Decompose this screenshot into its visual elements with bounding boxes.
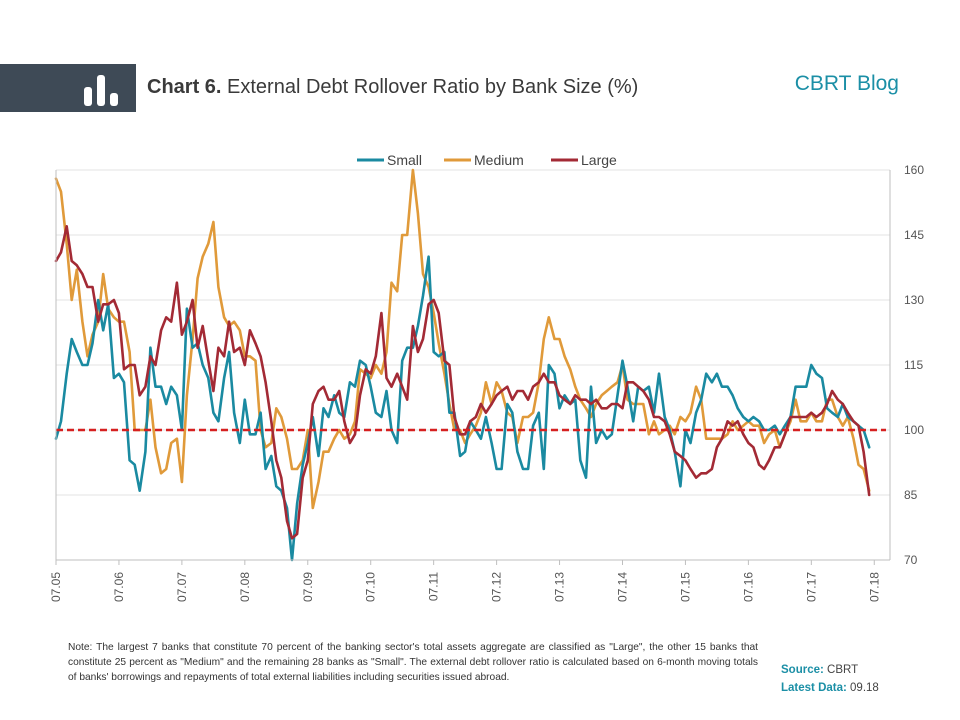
footnote: Note: The largest 7 banks that constitut… <box>68 642 758 683</box>
x-tick-label: 07.18 <box>867 572 881 602</box>
bar-chart-icon <box>84 75 118 106</box>
chart-number: Chart 6. <box>147 76 222 98</box>
x-tick-label: 07.06 <box>112 572 126 602</box>
series-line-small <box>54 255 871 562</box>
legend: Small Medium Large <box>357 152 617 168</box>
y-tick-label: 70 <box>904 553 918 567</box>
latest-data-value: 09.18 <box>850 682 879 694</box>
x-tick-label: 07.09 <box>301 572 315 602</box>
x-tick-label: 07.13 <box>553 572 567 602</box>
latest-data-label: Latest Data: <box>781 682 847 694</box>
axes: 70 85 100 115 130 145 160 07.05 07.06 07.07 07.08 0… <box>49 163 924 602</box>
chart-title: Chart 6. External Debt Rollover Ratio by… <box>147 76 638 99</box>
source-value: CBRT <box>827 664 859 676</box>
y-tick-label: 160 <box>904 163 924 177</box>
chart-title-text: External Debt Rollover Ratio by Bank Siz… <box>227 76 639 98</box>
x-tick-label: 07.17 <box>804 572 818 602</box>
series-layer <box>54 168 886 562</box>
x-tick-label: 07.12 <box>490 572 504 602</box>
y-tick-label: 145 <box>904 228 924 242</box>
x-tick-label: 07.15 <box>678 572 692 602</box>
latest-data-line: Latest Data: 09.18 <box>781 679 879 697</box>
y-tick-label: 85 <box>904 488 918 502</box>
series-line-medium <box>54 168 871 510</box>
source-label: Source: <box>781 664 824 676</box>
x-tick-label: 07.16 <box>741 572 755 602</box>
line-chart: 70 85 100 115 130 145 160 07.05 07.06 07.07 07.08 0… <box>49 152 924 602</box>
x-tick-label: 07.07 <box>175 572 189 602</box>
x-tick-label: 07.05 <box>49 572 63 602</box>
legend-label-small: Small <box>387 152 422 168</box>
x-tick-label: 07.11 <box>427 572 441 601</box>
y-tick-label: 100 <box>904 423 924 437</box>
source-line: Source: CBRT <box>781 661 879 679</box>
series-line-large <box>54 225 871 540</box>
y-tick-label: 130 <box>904 293 924 307</box>
brand-logo: CBRT Blog <box>794 72 899 95</box>
x-tick-label: 07.14 <box>615 572 629 602</box>
legend-label-large: Large <box>581 152 617 168</box>
y-tick-label: 115 <box>904 358 923 372</box>
legend-label-medium: Medium <box>474 152 524 168</box>
x-tick-label: 07.08 <box>238 572 252 602</box>
source-block: Source: CBRT Latest Data: 09.18 <box>781 661 879 697</box>
x-tick-label: 07.10 <box>364 572 378 602</box>
header-band <box>0 64 136 112</box>
